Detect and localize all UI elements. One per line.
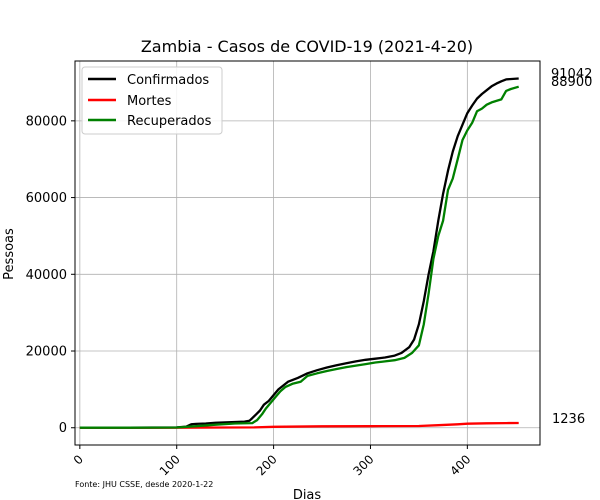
source-note: Fonte: JHU CSSE, desde 2020-1-22 <box>75 480 213 489</box>
y-tick-label: 60000 <box>26 191 67 206</box>
series-lines <box>79 77 520 429</box>
end-label-recuperados: 88900 <box>551 75 592 90</box>
end-label-mortes: 1236 <box>552 412 585 427</box>
legend-label-confirmados: Confirmados <box>127 73 209 88</box>
series-line-mortes <box>79 421 519 429</box>
x-tick-label: 0 <box>71 452 86 467</box>
y-tick-label: 40000 <box>26 268 67 283</box>
legend: Confirmados Mortes Recuperados <box>81 66 223 135</box>
x-tick-label: 300 <box>350 452 376 478</box>
x-axis-label: Dias <box>293 488 322 500</box>
x-axis-ticks: 0 100 200 300 400 <box>71 445 473 478</box>
legend-label-recuperados: Recuperados <box>127 114 212 129</box>
y-axis-ticks: 0 20000 40000 60000 80000 <box>26 114 75 436</box>
series-line-recuperados <box>79 85 520 429</box>
x-tick-label: 400 <box>447 452 473 478</box>
x-tick-label: 100 <box>157 452 183 478</box>
x-tick-label: 200 <box>254 452 280 478</box>
legend-box <box>81 66 223 135</box>
plot-area-frame <box>74 60 541 446</box>
y-tick-label: 80000 <box>26 114 67 129</box>
y-tick-label: 0 <box>59 421 67 436</box>
end-label-confirmados: 91042 <box>551 67 592 82</box>
y-axis-label: Pessoas <box>2 228 17 280</box>
series-line-confirmados <box>79 77 519 429</box>
chart-title: Zambia - Casos de COVID-19 (2021-4-20) <box>141 37 473 56</box>
y-tick-label: 20000 <box>26 345 67 360</box>
legend-label-mortes: Mortes <box>127 94 172 109</box>
